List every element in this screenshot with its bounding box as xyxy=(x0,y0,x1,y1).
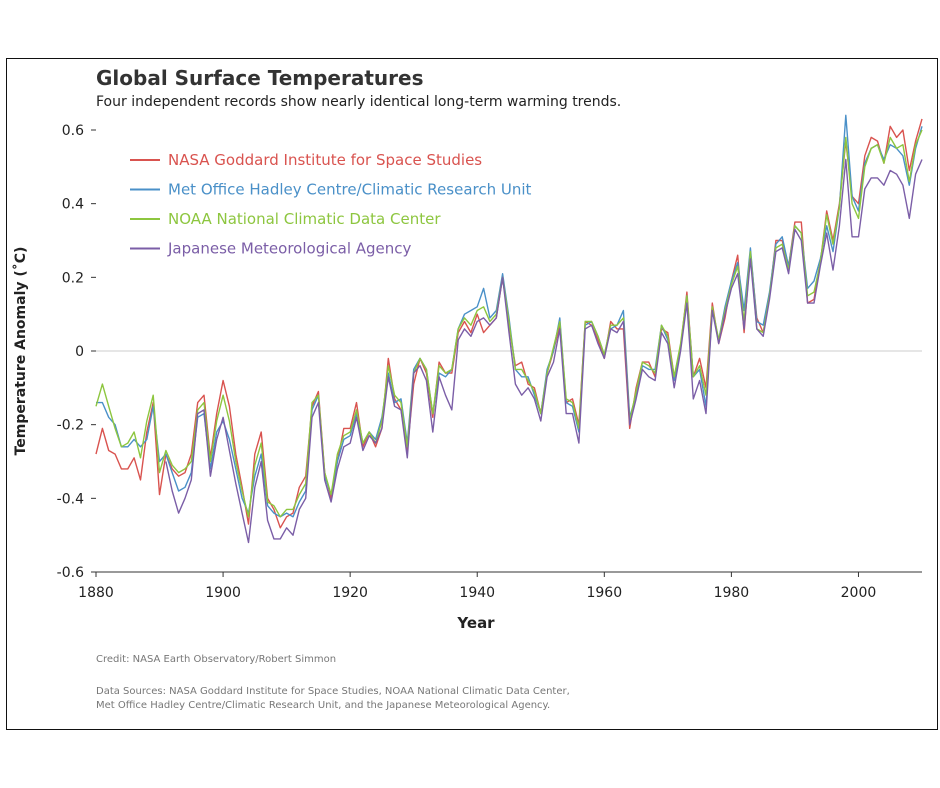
legend-label: NASA Goddard Institute for Space Studies xyxy=(168,151,482,169)
x-tick-label: 1940 xyxy=(459,585,495,601)
data-sources-text: Data Sources: NASA Goddard Institute for… xyxy=(96,685,736,713)
x-tick-label: 1980 xyxy=(714,585,750,601)
y-tick-label: 0.4 xyxy=(62,197,84,213)
data-sources-line-2: Met Office Hadley Centre/Climatic Resear… xyxy=(96,700,551,711)
chart-title: Global Surface Temperatures xyxy=(96,66,424,90)
series-line-4 xyxy=(165,158,923,544)
y-tick-label: -0.4 xyxy=(57,491,84,507)
legend-label: Met Office Hadley Centre/Climatic Resear… xyxy=(168,181,532,199)
x-tick-label: 2000 xyxy=(841,585,877,601)
y-tick-label: -0.2 xyxy=(57,418,84,434)
legend-label: NOAA National Climatic Data Center xyxy=(168,210,441,228)
x-axis-label: Year xyxy=(456,614,495,632)
y-tick-label: 0 xyxy=(75,344,84,360)
axes: -0.6 -0.4 -0.2 0 0.2 0.4 0.6 1880 1900 1920 1940 19… xyxy=(12,123,922,632)
credit-text: Credit: NASA Earth Observatory/Robert Si… xyxy=(96,654,337,665)
series-line-2 xyxy=(96,114,923,518)
chart-frame xyxy=(6,58,938,730)
series-lines xyxy=(95,114,923,544)
legend-label: Japanese Meteorological Agency xyxy=(167,240,412,258)
y-tick-label: 0.2 xyxy=(62,270,84,286)
x-tick-label: 1880 xyxy=(78,585,114,601)
chart-subtitle: Four independent records show nearly ide… xyxy=(96,94,622,110)
x-tick-label: 1920 xyxy=(332,585,368,601)
y-axis-label: Temperature Anomaly (˚C) xyxy=(12,247,29,456)
y-tick-label: 0.6 xyxy=(62,123,84,139)
legend: NASA Goddard Institute for Space Studies… xyxy=(130,151,532,258)
series-line-3 xyxy=(95,129,923,518)
data-sources-line-1: Data Sources: NASA Goddard Institute for… xyxy=(96,686,570,697)
y-tick-label: -0.6 xyxy=(57,565,84,581)
x-tick-label: 1960 xyxy=(586,585,622,601)
x-tick-label: 1900 xyxy=(205,585,241,601)
